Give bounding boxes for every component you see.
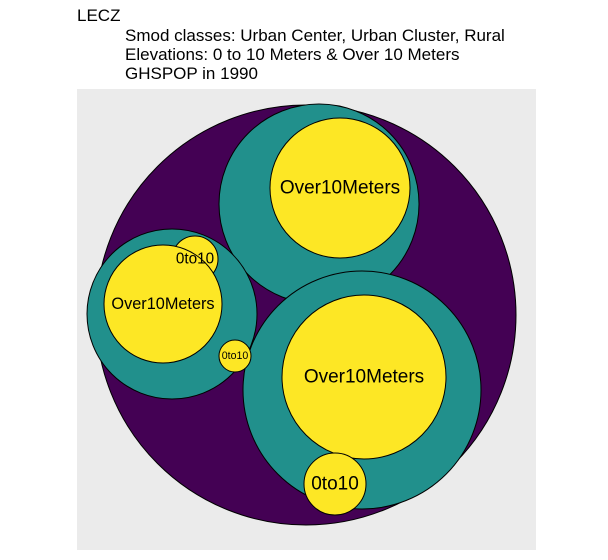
leaf-circle-2-2	[218, 339, 252, 373]
chart-subtitle-line-2: Elevations: 0 to 10 Meters & Over 10 Met…	[125, 45, 460, 64]
leaf-label-2-2: 0to10	[222, 350, 249, 362]
leaf-circle-3-2	[303, 452, 367, 516]
chart-title: LECZ	[77, 6, 121, 25]
leaf-circle-1-1	[269, 117, 411, 259]
leaf-label-1-1: Over10Meters	[280, 178, 400, 199]
circles-layer	[86, 103, 517, 526]
leaf-label-3-2: 0to10	[311, 474, 359, 495]
chart-title-block: LECZ Smod classes: Urban Center, Urban C…	[0, 0, 608, 90]
chart-subtitle-line-1: Smod classes: Urban Center, Urban Cluste…	[125, 26, 505, 45]
circle-packing-plot: Over10Meters 0to10 Over10Meters 0to10 Over10…	[77, 89, 536, 550]
labels-layer: Over10Meters 0to10 Over10Meters 0to10 Over10…	[111, 178, 424, 495]
leaf-circle-2-1	[103, 244, 223, 364]
leaf-label-1-2: 0to10	[176, 251, 214, 268]
leaf-label-3-1: Over10Meters	[304, 367, 424, 388]
chart-subtitle-line-3: GHSPOP in 1990	[125, 64, 258, 83]
leaf-label-2-1: Over10Meters	[111, 295, 214, 313]
leaf-circle-3-1	[281, 294, 447, 460]
